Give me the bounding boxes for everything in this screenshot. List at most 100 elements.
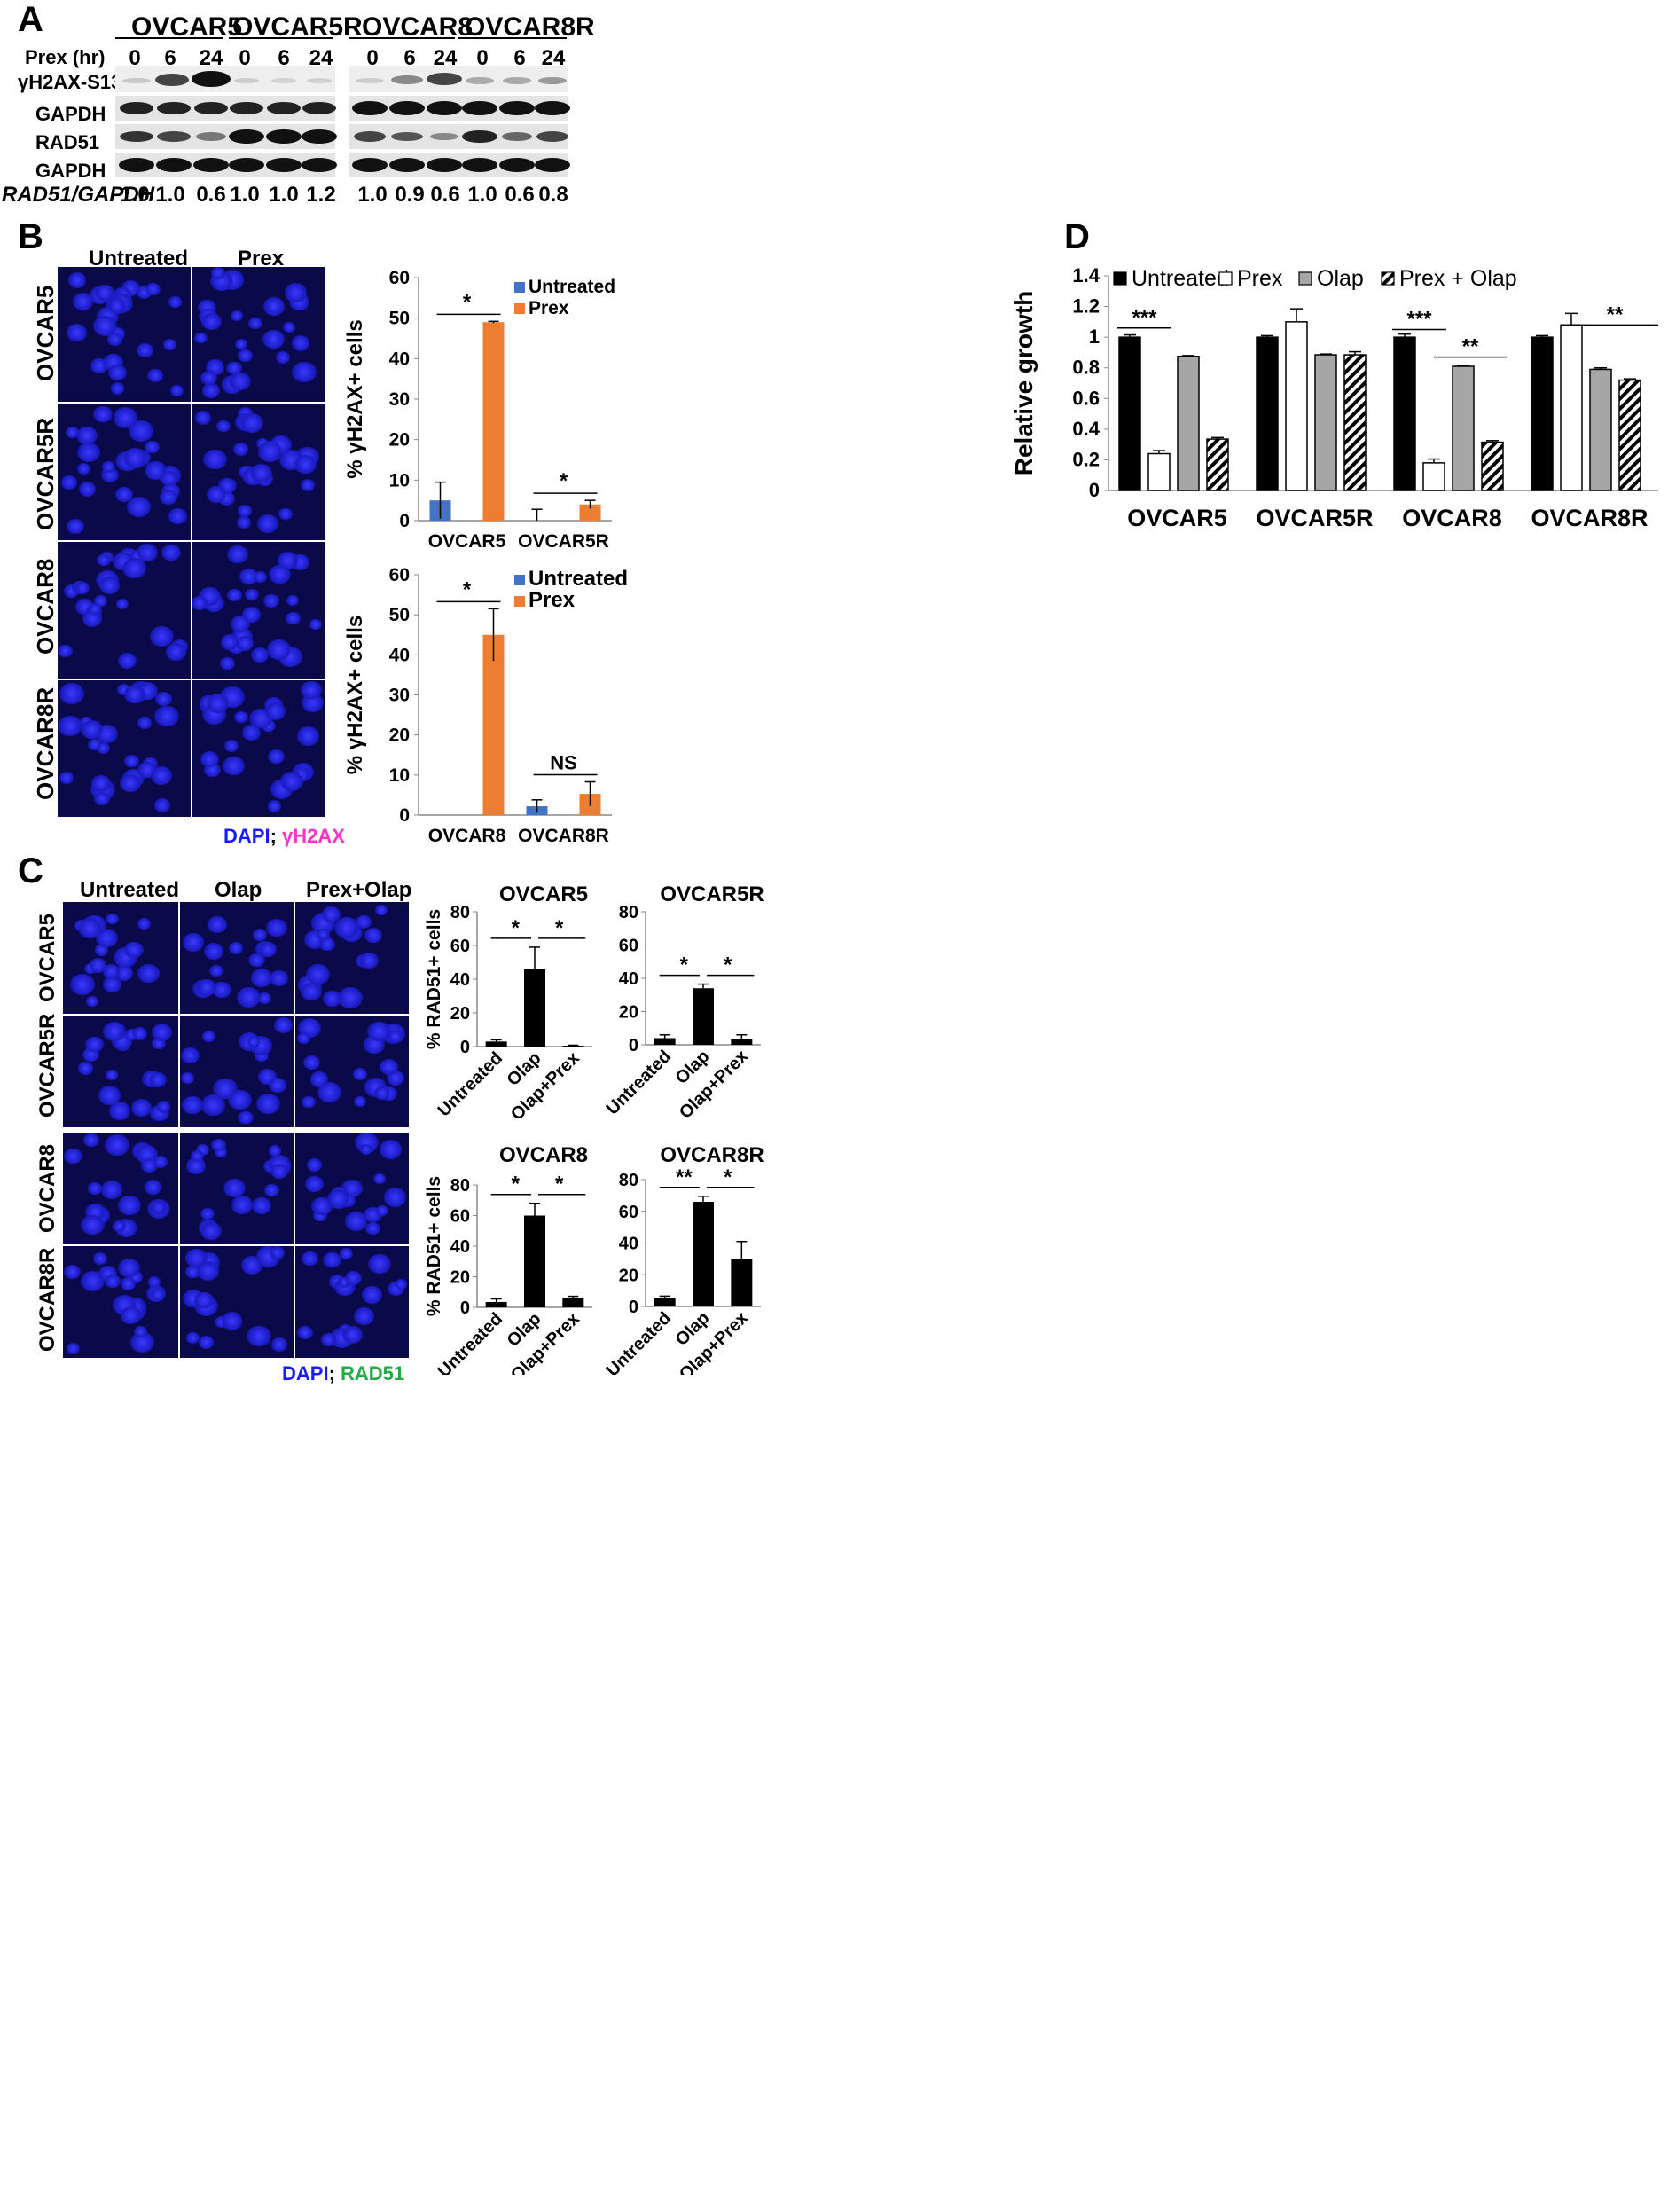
nucleus <box>267 800 282 812</box>
nucleus <box>309 1071 329 1087</box>
col-untreated: Untreated <box>80 878 180 902</box>
nucleus <box>286 611 301 624</box>
nucleus <box>203 942 224 961</box>
legend-swatch <box>1298 271 1312 286</box>
y-tick-label: 80 <box>450 903 470 922</box>
micrograph <box>62 1015 179 1128</box>
nucleus <box>101 461 115 473</box>
nucleus <box>237 986 262 1008</box>
nucleus <box>93 405 113 423</box>
nucleus <box>94 944 109 956</box>
blot-left <box>115 66 337 177</box>
dapi-label: DAPI <box>282 1362 329 1384</box>
ratio-value: 1.0 <box>467 183 497 207</box>
nucleus <box>154 705 179 727</box>
x-tick-label: OVCAR5R <box>1256 505 1373 531</box>
significance-label: ** <box>676 1165 693 1189</box>
y-tick-label: 60 <box>389 568 410 585</box>
y-tick-label: 1.4 <box>1072 264 1100 286</box>
nucleus <box>278 507 293 521</box>
panel-label-c: C <box>18 851 43 890</box>
nucleus <box>110 382 125 395</box>
nucleus <box>67 1343 80 1354</box>
nucleus <box>320 1333 337 1347</box>
nucleus <box>339 1247 354 1259</box>
chart-b-top: 0 10 20 30 40 50 60 % γH2AX+ cells OVCAR5 * OVCAR5… <box>343 268 615 552</box>
row-label: OVCAR8R <box>35 1247 59 1352</box>
nucleus <box>106 913 120 925</box>
nucleus <box>154 798 171 813</box>
bar <box>1118 336 1141 491</box>
nucleus <box>307 1158 323 1172</box>
nucleus <box>88 603 102 615</box>
nucleus <box>168 508 187 524</box>
nucleus <box>94 791 110 805</box>
panel-label-d: D <box>1064 217 1090 256</box>
significance-label: * <box>724 953 732 977</box>
bar <box>1618 379 1641 491</box>
y-tick-label: 1.2 <box>1072 295 1100 318</box>
nucleus <box>367 1021 391 1042</box>
blot-row-label: GAPDH <box>35 103 106 125</box>
nucleus <box>232 442 249 456</box>
nucleus <box>165 643 187 662</box>
x-tick-label: Untreated <box>435 1048 507 1118</box>
legend-separator: ; <box>270 825 277 847</box>
lane-label: 6 <box>403 46 416 70</box>
nucleus <box>78 918 103 939</box>
nucleus <box>296 1031 311 1045</box>
row-label: OVCAR5R <box>32 417 59 530</box>
nucleus <box>118 1196 141 1215</box>
nucleus <box>334 917 359 938</box>
nucleus <box>120 774 142 793</box>
nucleus <box>152 1024 173 1041</box>
bar <box>485 1301 507 1307</box>
significance-label: * <box>560 469 568 493</box>
significance-label: * <box>463 577 472 601</box>
nucleus <box>375 904 388 915</box>
bar <box>1343 354 1367 491</box>
chart-title: OVCAR8R <box>660 1143 764 1167</box>
nucleus <box>150 765 173 785</box>
nucleus <box>100 1181 123 1200</box>
y-tick-label: 20 <box>450 1004 470 1024</box>
nucleus <box>353 1307 375 1326</box>
nucleus <box>209 964 224 977</box>
rad51-label: RAD51 <box>341 1362 405 1384</box>
legend-label: Olap <box>1317 266 1364 291</box>
x-tick-label: OVCAR5 <box>428 531 506 552</box>
nucleus <box>238 505 253 517</box>
nucleus <box>227 545 249 564</box>
group-underline <box>115 37 223 39</box>
nucleus <box>323 1251 342 1268</box>
lane-label: 0 <box>129 46 141 70</box>
y-tick-label: 40 <box>389 349 410 369</box>
nucleus <box>270 1246 286 1259</box>
nucleus <box>239 413 263 434</box>
nucleus <box>145 1180 162 1195</box>
bar <box>482 634 505 815</box>
legend-swatch <box>1113 271 1127 286</box>
nucleus <box>268 565 291 584</box>
legend-label: Prex <box>529 298 569 318</box>
y-tick-label: 0.6 <box>1072 387 1100 409</box>
nucleus <box>303 1055 321 1070</box>
group-underline <box>229 37 333 39</box>
nucleus <box>228 1089 253 1110</box>
nucleus <box>193 332 208 344</box>
nucleus <box>182 1095 203 1114</box>
y-tick-label: 30 <box>389 686 410 706</box>
nucleus <box>95 285 115 302</box>
nucleus <box>270 970 288 986</box>
lane-label: 0 <box>239 46 251 70</box>
nucleus <box>82 1133 100 1148</box>
chart-d: 0 0.2 0.4 0.6 0.8 1 1.2 1.4 Relative growth OVCAR… <box>1010 264 1658 531</box>
nucleus <box>267 639 291 661</box>
row-label: OVCAR8 <box>32 558 59 655</box>
nucleus <box>234 710 249 724</box>
x-tick-label: OVCAR5 <box>1127 505 1227 531</box>
significance-label: *** <box>1132 306 1157 330</box>
nucleus <box>229 372 251 391</box>
nucleus <box>221 1312 243 1330</box>
nucleus <box>372 1173 387 1185</box>
